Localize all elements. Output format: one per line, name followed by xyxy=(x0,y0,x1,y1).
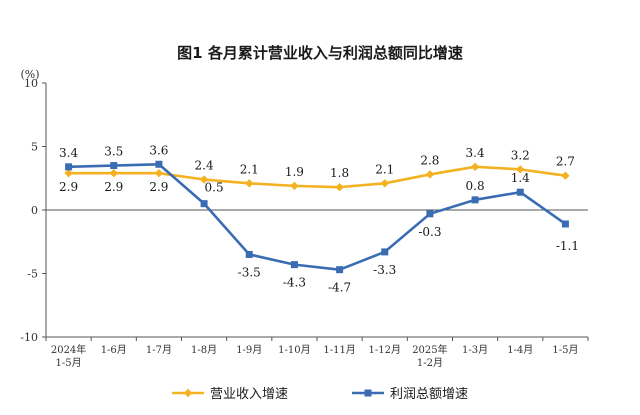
profit-point xyxy=(200,200,208,208)
legend-revenue-label: 营业收入增速 xyxy=(210,387,288,402)
revenue-point xyxy=(290,181,299,191)
x-tick-label: 2025年 xyxy=(412,343,447,356)
revenue-point xyxy=(425,170,435,179)
profit-point xyxy=(336,266,344,274)
revenue-point xyxy=(64,168,73,178)
profit-point xyxy=(516,188,524,196)
x-tick-label: 1-5月 xyxy=(552,344,578,356)
y-tick-label: 0 xyxy=(31,204,38,217)
profit-data-label: -0.3 xyxy=(418,225,441,239)
profit-data-label: 0.5 xyxy=(205,181,224,195)
profit-point xyxy=(65,163,73,171)
profit-point xyxy=(290,261,298,269)
y-tick-label: -5 xyxy=(27,268,38,281)
legend-marker xyxy=(183,388,193,398)
revenue-point xyxy=(109,168,118,178)
profit-data-label: -1.1 xyxy=(556,239,579,253)
revenue-point xyxy=(470,162,480,172)
profit-data-label: -3.3 xyxy=(373,263,396,277)
y-tick-label: -10 xyxy=(20,331,38,344)
profit-point xyxy=(561,220,569,228)
revenue-data-label: 2.1 xyxy=(240,162,259,176)
revenue-point xyxy=(335,182,344,192)
revenue-point xyxy=(154,168,164,178)
legend-profit-label: 利润总额增速 xyxy=(390,387,468,402)
profit-point xyxy=(471,196,479,204)
chart-title: 图1 各月累计营业收入与利润总额同比增速 xyxy=(177,44,463,62)
profit-data-label: -3.5 xyxy=(238,265,261,279)
y-tick-label: 10 xyxy=(24,77,38,90)
x-tick-label: 1-5月 xyxy=(56,357,82,369)
x-tick-label: 1-12月 xyxy=(369,344,401,356)
profit-data-label: 3.5 xyxy=(104,145,123,159)
revenue-data-label: 2.9 xyxy=(149,180,168,194)
revenue-point xyxy=(380,179,389,188)
revenue-data-label: 2.1 xyxy=(375,162,394,176)
revenue-data-label: 1.8 xyxy=(330,166,349,180)
profit-data-label: 0.8 xyxy=(466,179,485,193)
revenue-data-label: 2.9 xyxy=(104,180,123,194)
x-tick-label: 1-7月 xyxy=(146,344,172,356)
x-tick-label: 1-10月 xyxy=(278,344,310,356)
profit-point xyxy=(245,250,253,258)
profit-point xyxy=(426,210,434,218)
x-tick-label: 2024年 xyxy=(51,343,86,356)
x-tick-label: 1-11月 xyxy=(323,344,355,356)
profit-data-label: 1.4 xyxy=(511,171,530,185)
revenue-point xyxy=(516,165,525,174)
x-tick-label: 1-2月 xyxy=(417,357,443,369)
revenue-point xyxy=(245,179,254,188)
profit-point xyxy=(381,248,389,256)
revenue-data-label: 2.7 xyxy=(556,155,575,169)
profit-data-label: -4.3 xyxy=(283,276,306,290)
revenue-data-label: 3.2 xyxy=(511,148,530,162)
y-tick-label: 5 xyxy=(31,141,38,154)
revenue-data-label: 3.4 xyxy=(466,146,485,160)
profit-point xyxy=(110,162,118,170)
y-axis-unit-label: (%) xyxy=(20,68,39,81)
profit-line xyxy=(68,162,567,271)
revenue-data-label: 1.9 xyxy=(285,165,304,179)
x-tick-label: 1-3月 xyxy=(462,344,488,356)
revenue-point xyxy=(199,175,209,184)
profit-data-label: 3.4 xyxy=(59,146,78,160)
revenue-point xyxy=(561,171,570,180)
legend-marker xyxy=(364,389,372,397)
x-tick-label: 1-4月 xyxy=(507,344,533,356)
x-tick-label: 1-8月 xyxy=(191,344,217,356)
revenue-line xyxy=(68,165,566,189)
revenue-data-label: 2.4 xyxy=(195,159,214,173)
x-tick-label: 1-6月 xyxy=(101,344,127,356)
revenue-data-label: 2.9 xyxy=(59,180,78,194)
profit-point xyxy=(155,160,163,168)
x-tick-label: 1-9月 xyxy=(236,344,262,356)
profit-data-label: 3.6 xyxy=(149,143,168,157)
profit-data-label: -4.7 xyxy=(328,281,351,295)
revenue-data-label: 2.8 xyxy=(420,153,439,167)
